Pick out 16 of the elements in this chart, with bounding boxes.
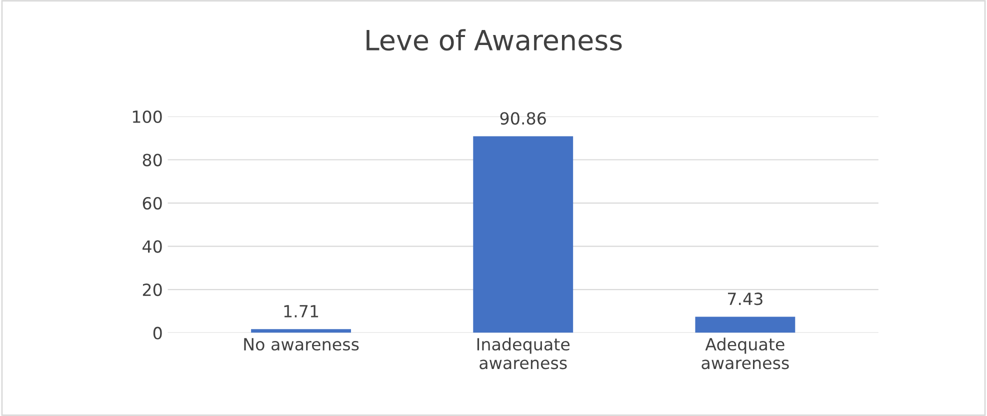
- x-tick-label: No awareness: [244, 338, 359, 351]
- y-tick-label: 0: [153, 326, 162, 340]
- chart-title: Leve of Awareness: [366, 29, 622, 51]
- y-tick-label: 20: [142, 284, 162, 296]
- y-tick-label: 60: [142, 196, 162, 210]
- x-tick-label: Adequate awareness: [702, 338, 789, 370]
- y-tick-label: 40: [142, 240, 162, 253]
- y-tick-label: 100: [132, 110, 162, 124]
- data-label: 1.71: [284, 305, 318, 318]
- y-tick-label: 80: [142, 154, 162, 166]
- bar: [695, 316, 796, 333]
- x-tick-label: Inadequate awareness: [477, 338, 570, 370]
- data-label: 90.86: [500, 112, 546, 125]
- bar: [251, 329, 351, 333]
- data-label: 7.43: [728, 292, 762, 306]
- bar: [473, 136, 574, 333]
